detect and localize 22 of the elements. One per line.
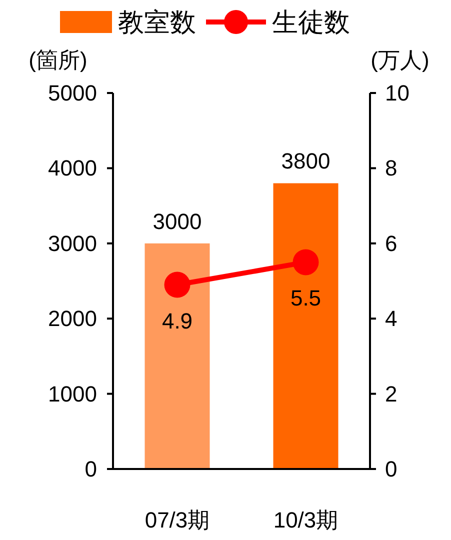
y-tick-label: 1000 [48,381,97,406]
y-tick-label: 5000 [48,80,97,106]
x-tick-label: 10/3期 [273,508,338,532]
data-label: 3800 [281,148,330,174]
y2-tick-label: 4 [385,306,398,332]
x-tick-label: 07/3期 [144,508,210,532]
y-tick-label: 4000 [48,156,97,181]
y-tick-label: 3000 [48,230,97,256]
y-tick-label: 0 [84,456,97,482]
y2-axis-title: (万人) [370,48,430,72]
y-tick-label: 2000 [48,306,97,332]
data-label: 5.5 [290,286,322,311]
y-axis-title: (箇所) [28,48,88,72]
legend-label: 教室数 [118,7,196,37]
data-label: 4.9 [162,308,193,334]
y2-tick-label: 6 [385,230,398,256]
data-label: 3000 [152,208,202,234]
y2-tick-label: 10 [385,80,410,106]
y2-tick-label: 0 [385,456,398,482]
y2-tick-label: 2 [385,381,398,406]
y2-tick-label: 8 [385,156,398,181]
legend-label: 生徒数 [272,7,350,37]
